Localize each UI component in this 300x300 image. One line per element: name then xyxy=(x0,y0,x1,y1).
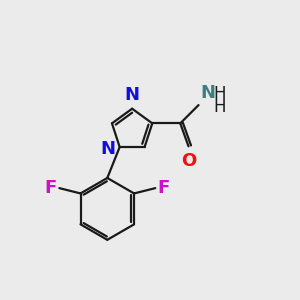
Text: H: H xyxy=(214,98,226,116)
Text: H: H xyxy=(214,85,226,103)
Text: N: N xyxy=(100,140,115,158)
Text: N: N xyxy=(200,84,215,102)
Text: O: O xyxy=(181,152,196,169)
Text: F: F xyxy=(45,179,57,197)
Text: N: N xyxy=(124,86,140,104)
Text: F: F xyxy=(158,179,170,197)
